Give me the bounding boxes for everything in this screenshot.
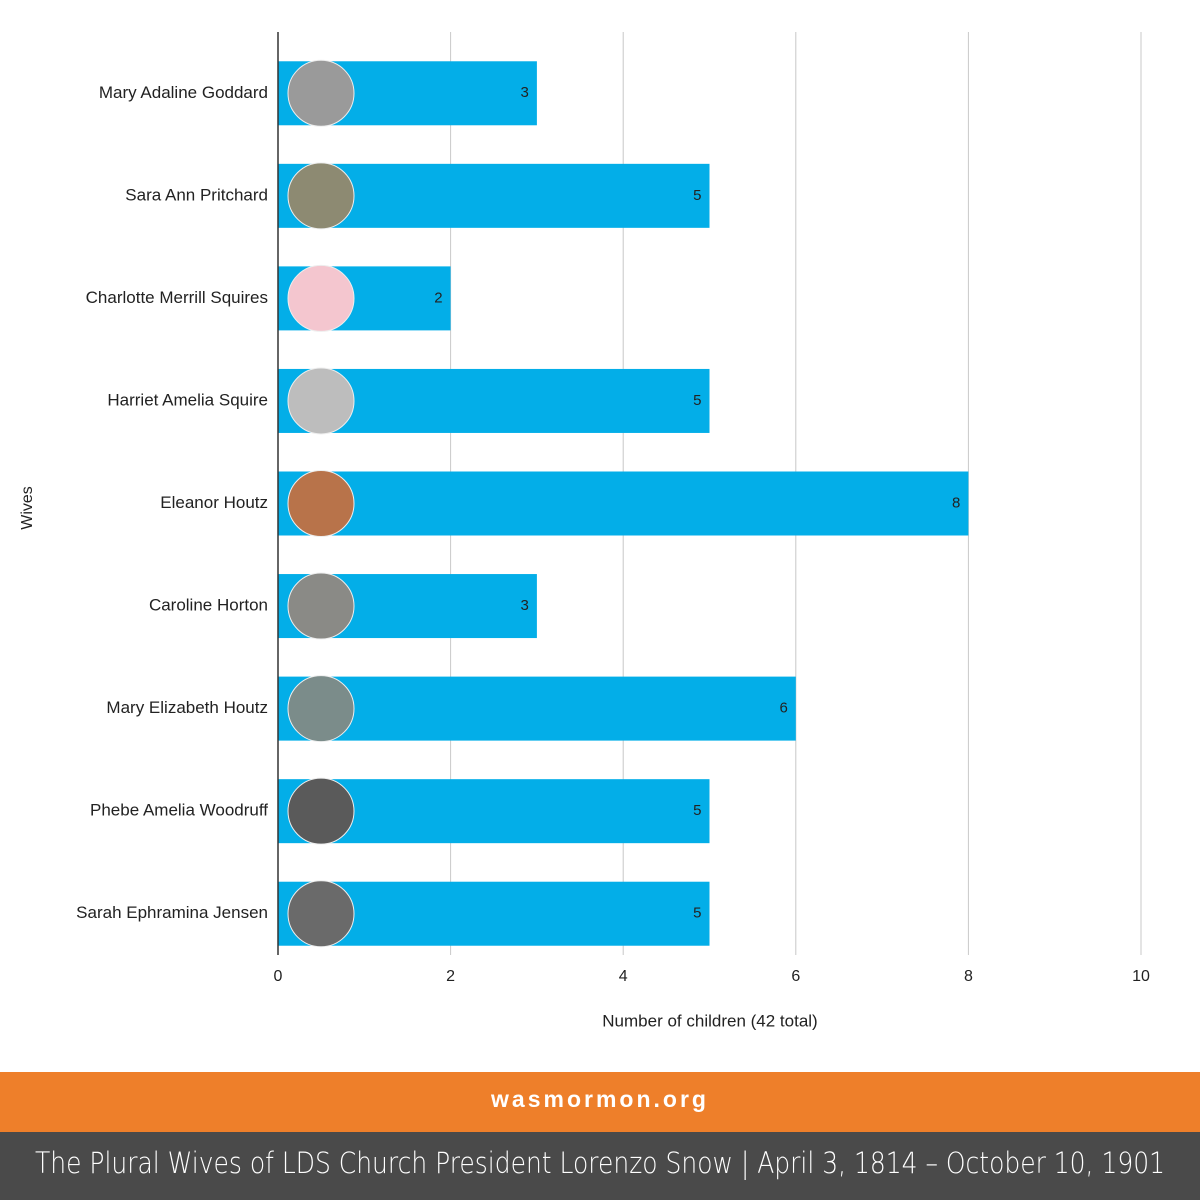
y-tick-label: Sara Ann Pritchard	[125, 185, 268, 204]
portrait	[287, 264, 355, 332]
portrait	[287, 675, 355, 743]
portrait	[287, 162, 355, 230]
bar	[278, 676, 796, 741]
site-name: wasmormon.org	[490, 1086, 709, 1112]
caption-band	[0, 1132, 1200, 1200]
portrait	[287, 572, 355, 640]
value-label: 3	[521, 84, 529, 101]
portrait	[287, 880, 355, 948]
y-axis-title: Wives	[19, 486, 36, 530]
portrait	[287, 777, 355, 845]
value-label: 5	[693, 802, 701, 819]
x-tick-label: 2	[446, 968, 455, 985]
x-tick-label: 0	[274, 968, 283, 985]
y-tick-label: Mary Adaline Goddard	[99, 83, 268, 102]
value-label: 5	[693, 187, 701, 204]
value-label: 3	[521, 597, 529, 614]
y-tick-label: Eleanor Houtz	[160, 493, 268, 512]
brand-band	[0, 1072, 1200, 1132]
plot: 0 2 4 6 8 10 Mary Adaline Goddard 3 Sara Ann Pri…	[76, 32, 1150, 985]
x-tick-label: 10	[1132, 968, 1150, 985]
value-label: 8	[952, 494, 960, 511]
y-tick-label: Phebe Amelia Woodruff	[90, 801, 268, 820]
caption: The Plural Wives of LDS Church President…	[35, 1146, 1165, 1180]
y-tick-label: Harriet Amelia Squire	[107, 390, 268, 409]
portrait	[287, 59, 355, 127]
x-tick-label: 4	[619, 968, 628, 985]
bar	[278, 471, 969, 536]
y-tick-label: Sarah Ephramina Jensen	[76, 903, 268, 922]
y-tick-label: Charlotte Merrill Squires	[86, 288, 268, 307]
value-label: 5	[693, 905, 701, 922]
x-tick-label: 6	[791, 968, 800, 985]
value-label: 2	[434, 289, 442, 306]
portrait	[287, 367, 355, 435]
value-label: 5	[693, 392, 701, 409]
y-tick-label: Caroline Horton	[149, 596, 268, 615]
portrait	[287, 470, 355, 537]
y-tick-label: Mary Elizabeth Houtz	[106, 698, 268, 717]
x-tick-label: 8	[964, 968, 973, 985]
x-axis-title: Number of children (42 total)	[602, 1011, 817, 1030]
value-label: 6	[779, 700, 787, 717]
